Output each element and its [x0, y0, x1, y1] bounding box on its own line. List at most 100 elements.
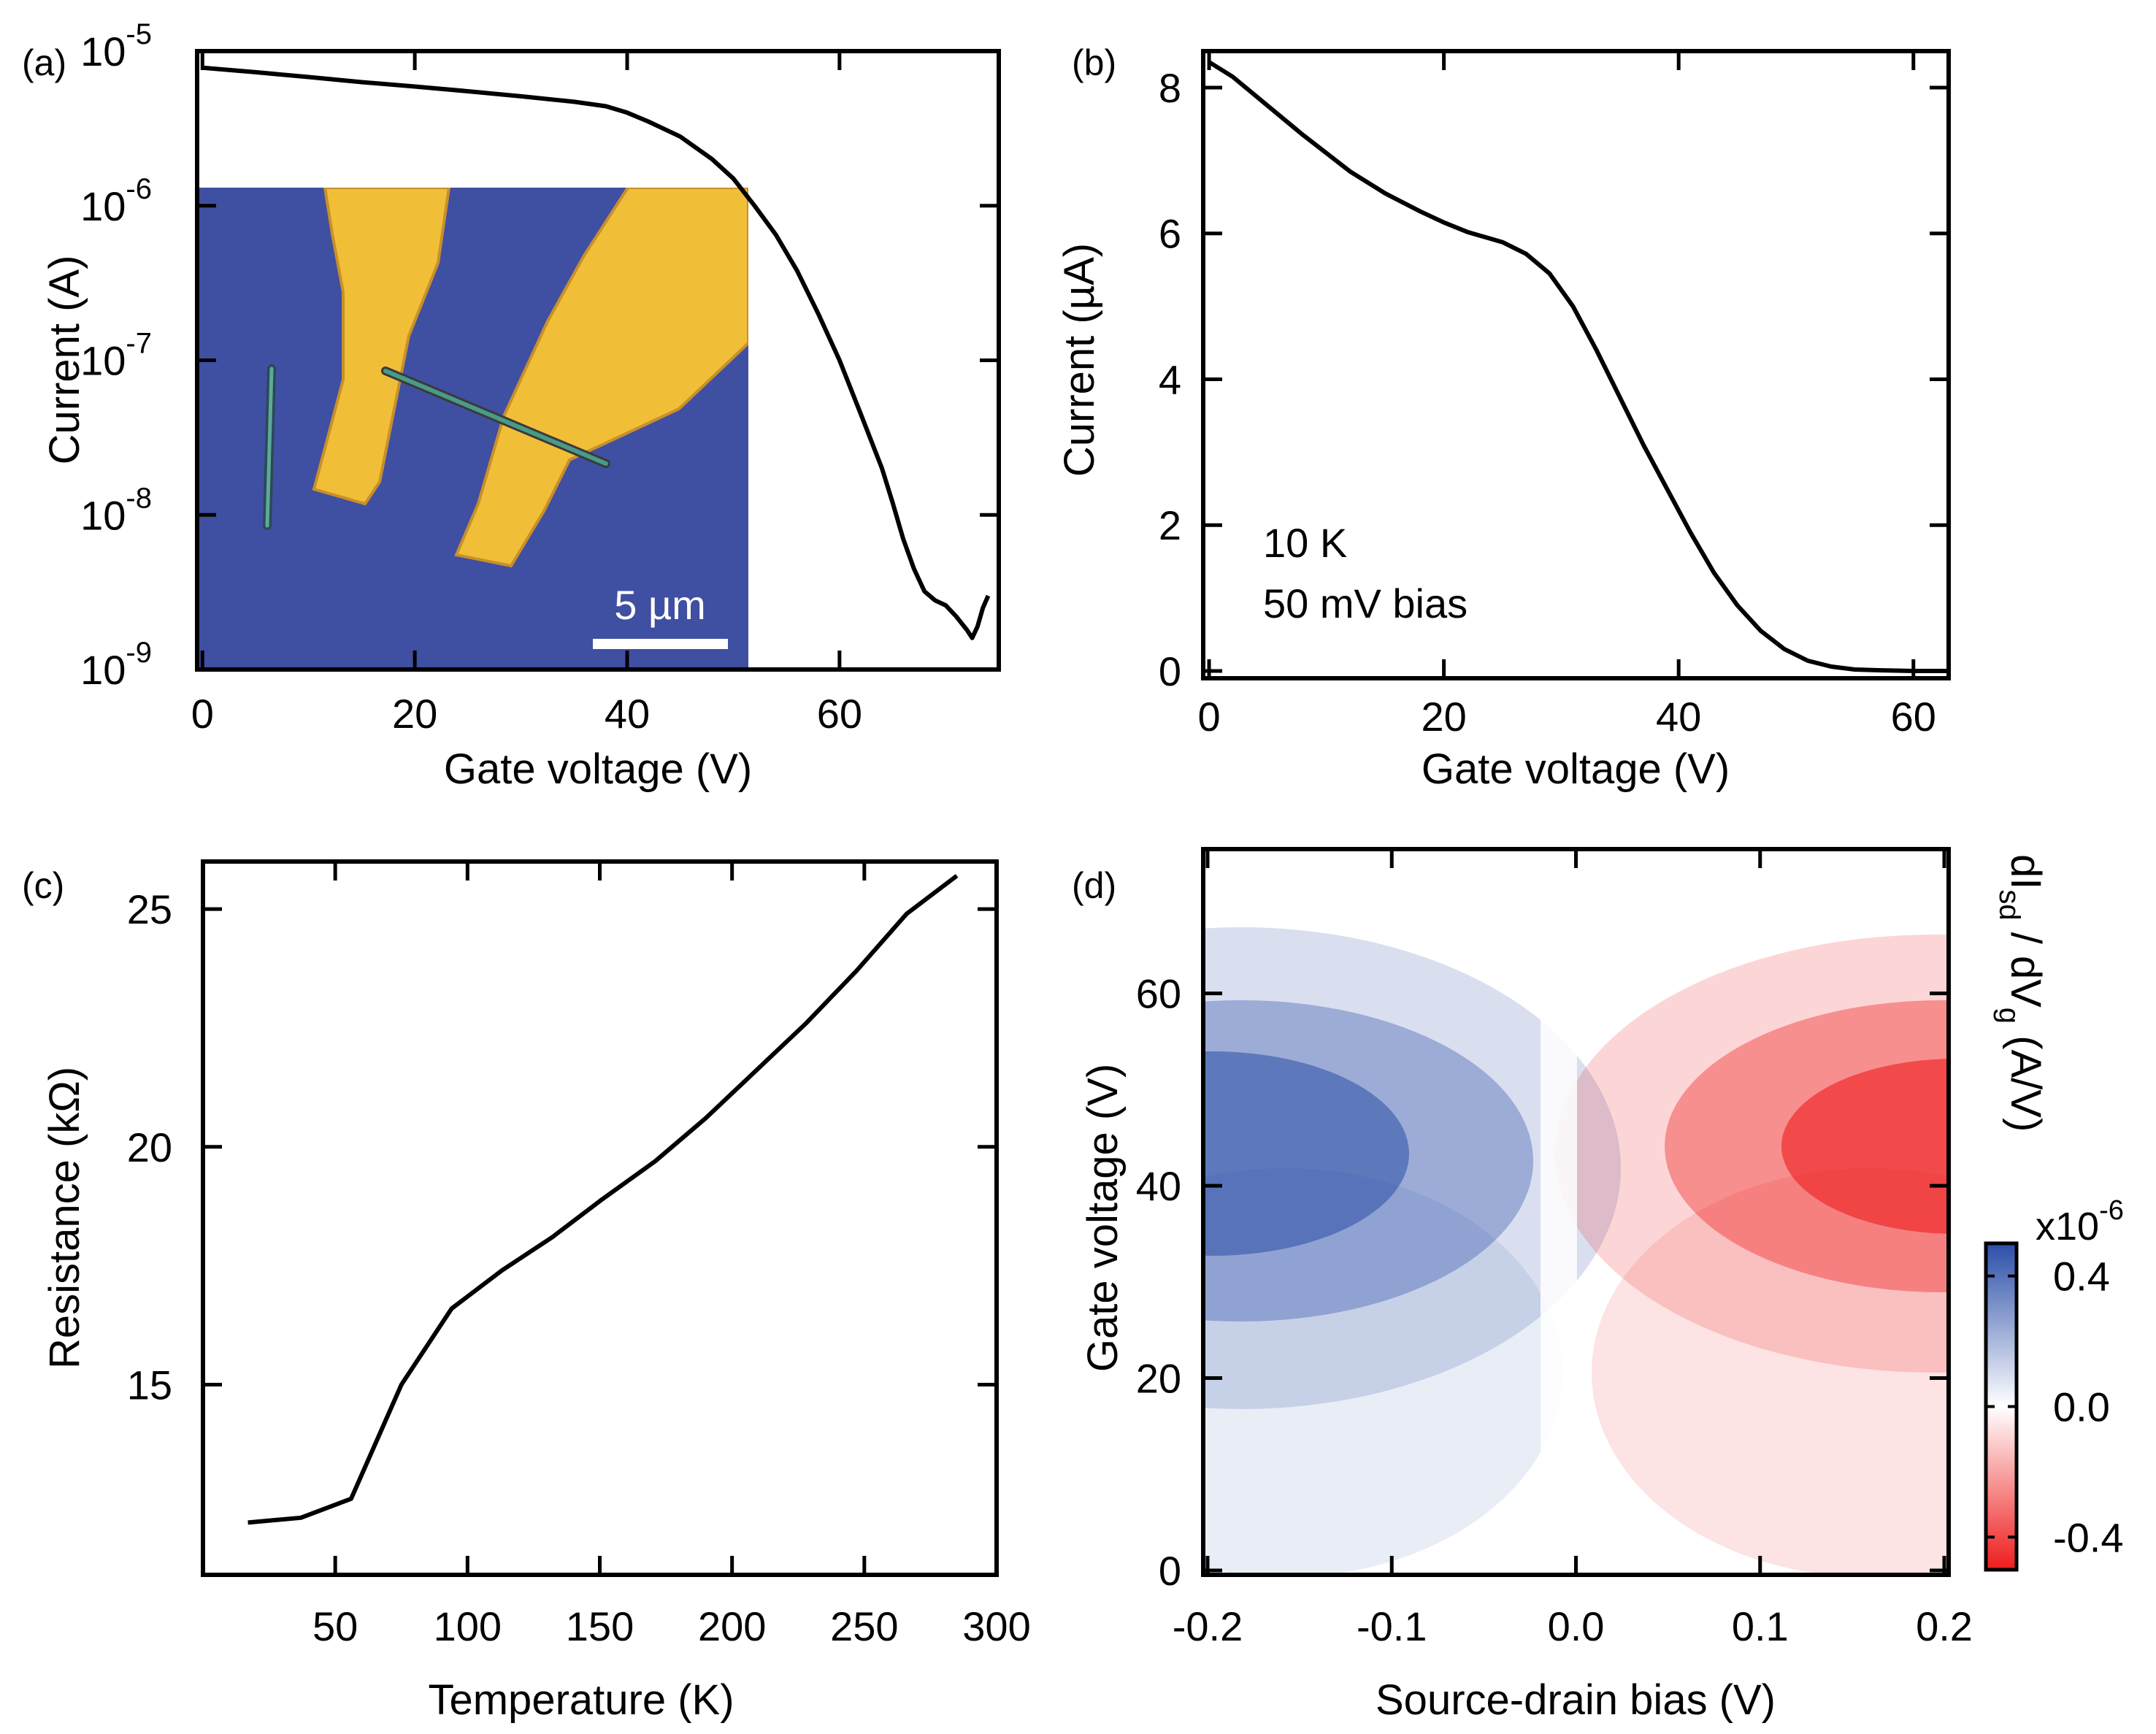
c-ytick-label-2: 25 [127, 886, 172, 932]
d-lobe-blue-core [1203, 1051, 1409, 1256]
panel-b: (b) 0 20 40 60 0 2 4 6 8 10 K 50 mV bias Gate v… [1056, 42, 1951, 793]
a-ytick-base-4: 10 [80, 647, 126, 693]
d-cb-label-units: (A/V) [2002, 1024, 2049, 1132]
panel-c-label: (c) [22, 865, 64, 906]
b-ytick-label-4: 8 [1159, 65, 1181, 111]
b-ytick-label-0: 0 [1159, 648, 1181, 694]
d-xtick-label-3: 0.1 [1732, 1603, 1789, 1649]
d-colorbar-multiplier-exp: -6 [2099, 1195, 2124, 1226]
c-xtick-label-4: 250 [830, 1603, 898, 1649]
a-ytick-labels: 10-510-610-710-810-9 [80, 18, 152, 693]
c-xtick-labels: 50 100 150 200 250 300 [312, 1603, 1031, 1649]
a-xtick-labels: 0 20 40 60 [191, 691, 862, 737]
a-ytick-exp-0: -5 [126, 18, 152, 50]
b-xlabel: Gate voltage (V) [1422, 745, 1730, 793]
d-ytick-label-0: 0 [1159, 1548, 1181, 1594]
b-ylabel: Current (µA) [1056, 243, 1103, 477]
panel-c: (c) 50 100 150 200 250 300 15 20 25 Temperature… [22, 859, 1031, 1724]
d-lobe-red-outer [1555, 935, 1949, 1373]
c-ytick-label-0: 15 [127, 1362, 172, 1408]
b-xtick-label-1: 20 [1421, 694, 1466, 740]
d-colorbar-label: dIsd / dVg (A/V) [1993, 854, 2049, 1132]
a-ylabel: Current (A) [41, 256, 88, 465]
a-ytick-exp-3: -8 [126, 482, 152, 514]
d-ytick-labels: 0 20 40 60 [1136, 971, 1181, 1594]
d-lobe-blue-low [1203, 1168, 1562, 1575]
d-xlabel: Source-drain bias (V) [1376, 1676, 1776, 1724]
electrode-right [454, 188, 748, 568]
d-colorbar: 0.4 0.0 -0.4 x10-6 [1984, 1195, 2124, 1572]
d-heatmap [1203, 849, 1949, 1575]
b-ytick-label-2: 4 [1159, 356, 1181, 402]
b-xtick-label-0: 0 [1197, 694, 1220, 740]
c-tick-marks [203, 862, 999, 1575]
d-cb-label-sub1: sd [1993, 889, 2025, 920]
c-xtick-label-5: 300 [962, 1603, 1030, 1649]
a-series-line [202, 65, 991, 640]
nanowire-device-core [383, 369, 608, 466]
d-lobe-red-low [1592, 1168, 1949, 1575]
b-ytick-label-3: 6 [1159, 211, 1181, 257]
b-xtick-labels: 0 20 40 60 [1197, 694, 1936, 740]
b-axes-frame [1201, 49, 1951, 680]
d-high-gate-region [1203, 849, 1949, 978]
panel-b-label: (b) [1072, 42, 1116, 83]
a-ytick-exp-4: -9 [126, 637, 152, 669]
d-tick-marks [1203, 849, 1949, 1575]
d-axes-frame [1201, 847, 1951, 1577]
a-ytick-label-2: 10-7 [80, 328, 152, 384]
d-cb-tick-label-0: 0.4 [2053, 1254, 2110, 1300]
d-xtick-label-1: -0.1 [1357, 1603, 1427, 1649]
c-xtick-label-0: 50 [312, 1603, 358, 1649]
d-ylabel: Gate voltage (V) [1079, 1064, 1127, 1372]
c-xlabel: Temperature (K) [428, 1676, 734, 1724]
d-lobe-blue-outer [1203, 927, 1621, 1409]
a-ytick-base-1: 10 [80, 183, 126, 229]
d-cb-label-part1: dI [2002, 854, 2049, 889]
c-ylabel: Resistance (kΩ) [41, 1067, 88, 1369]
d-colorbar-multiplier-base: x10 [2036, 1205, 2099, 1248]
d-cb-tick-label-2: -0.4 [2053, 1514, 2124, 1560]
b-xtick-label-3: 60 [1891, 694, 1936, 740]
panel-d-label: (d) [1072, 865, 1116, 906]
a-xlabel: Gate voltage (V) [444, 745, 752, 793]
d-xtick-labels: -0.2 -0.1 0.0 0.1 0.2 [1173, 1603, 1973, 1649]
d-cb-tick-label-1: 0.0 [2053, 1384, 2110, 1430]
c-series-line [248, 874, 959, 1525]
panel-a: (a) 5 µm 0 20 40 60 10-510-610-710-810-9 Ga… [22, 18, 1001, 793]
d-xtick-label-0: -0.2 [1173, 1603, 1243, 1649]
d-ytick-label-3: 60 [1136, 971, 1181, 1017]
d-colorbar-ticks: 0.4 0.0 -0.4 [1986, 1254, 2124, 1560]
b-xtick-label-2: 40 [1656, 694, 1701, 740]
d-xtick-label-4: 0.2 [1916, 1603, 1973, 1649]
a-xtick-label-0: 0 [191, 691, 214, 737]
a-ytick-label-0: 10-5 [80, 18, 152, 74]
nanowire-isolated-core [265, 367, 274, 528]
b-annotation-temperature: 10 K [1263, 520, 1347, 566]
c-ytick-label-1: 20 [127, 1124, 172, 1170]
b-ytick-label-1: 2 [1159, 502, 1181, 548]
a-axes-frame [195, 49, 1001, 672]
c-xtick-label-3: 200 [698, 1603, 766, 1649]
d-xtick-label-2: 0.0 [1548, 1603, 1605, 1649]
d-cb-label-sub2: g [1993, 1008, 2025, 1024]
scale-bar [593, 639, 728, 649]
d-colorbar-multiplier: x10-6 [2036, 1195, 2124, 1248]
electrode-left [312, 188, 451, 506]
panel-d: (d) -0.2 -0.1 0.0 0.1 0.2 0 20 40 60 Source-dra… [1072, 847, 2124, 1724]
d-ytick-label-1: 20 [1136, 1356, 1181, 1402]
a-ytick-base-3: 10 [80, 492, 126, 538]
a-ytick-label-3: 10-8 [80, 482, 152, 538]
a-ytick-base-2: 10 [80, 338, 126, 384]
panel-a-label: (a) [22, 42, 66, 83]
d-lobe-red-core [1781, 1059, 1949, 1234]
d-cb-label-part2: / dV [2002, 921, 2049, 1008]
a-ytick-base-0: 10 [80, 28, 126, 74]
a-ytick-label-1: 10-6 [80, 173, 152, 229]
a-ytick-label-4: 10-9 [80, 637, 152, 693]
inset-micrograph: 5 µm [197, 188, 748, 670]
b-series-line [1208, 60, 1949, 673]
a-xtick-label-3: 60 [817, 691, 862, 737]
b-ytick-labels: 0 2 4 6 8 [1159, 65, 1181, 694]
